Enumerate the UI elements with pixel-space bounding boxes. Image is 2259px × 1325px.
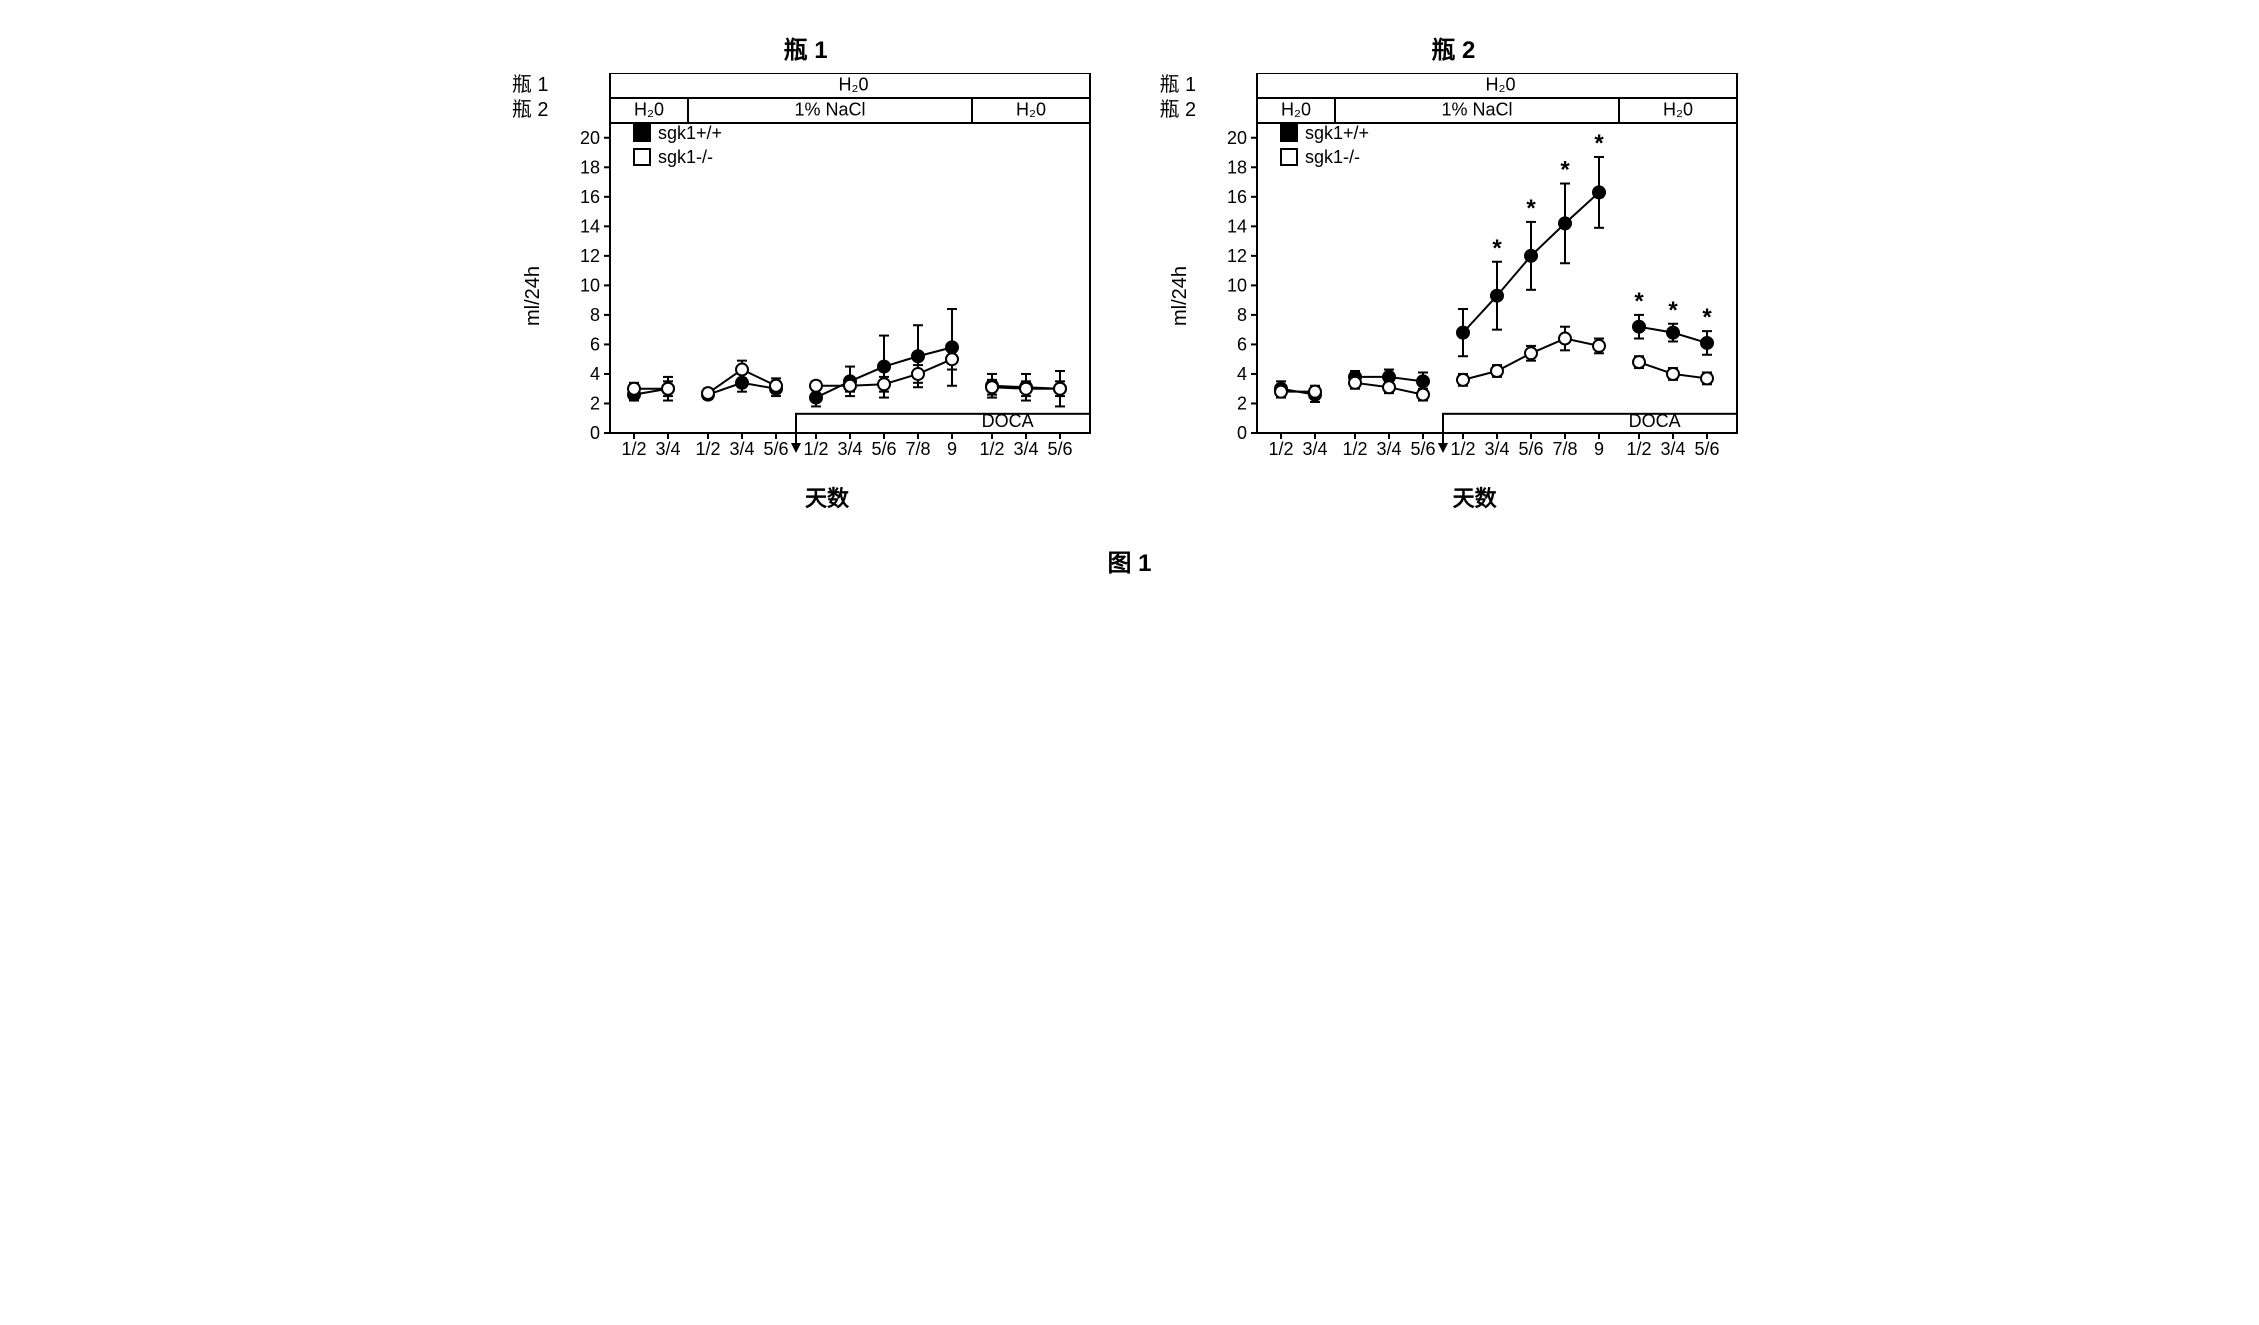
svg-text:5/6: 5/6 [1047, 439, 1072, 459]
svg-text:3/4: 3/4 [1013, 439, 1038, 459]
svg-text:1/2: 1/2 [1451, 439, 1476, 459]
svg-text:*: * [1493, 235, 1503, 262]
svg-text:3/4: 3/4 [655, 439, 680, 459]
svg-text:DOCA: DOCA [1629, 411, 1681, 431]
svg-text:16: 16 [579, 187, 599, 207]
svg-text:sgk1+/+: sgk1+/+ [658, 123, 722, 143]
svg-text:1/2: 1/2 [621, 439, 646, 459]
svg-text:1% NaCl: 1% NaCl [1442, 100, 1513, 120]
svg-text:sgk1-/-: sgk1-/- [1305, 147, 1360, 167]
panel-title: 瓶 1 [784, 30, 828, 65]
svg-text:18: 18 [579, 157, 599, 177]
svg-text:14: 14 [1227, 216, 1247, 236]
chart-svg: H₂0 H₂0 1% NaCl H₂0 0 2 4 6 8 10 12 14 16 18 20 1/2 3/4 1… [1202, 73, 1747, 477]
header-row-labels: 瓶 1 瓶 2 [512, 73, 555, 123]
svg-text:9: 9 [946, 439, 956, 459]
svg-text:5/6: 5/6 [1411, 439, 1436, 459]
x-axis-label: 天数 [555, 481, 1100, 513]
svg-text:7/8: 7/8 [1553, 439, 1578, 459]
ylabel-col: 瓶 1 瓶 2 ml/24h [1160, 73, 1203, 513]
svg-text:12: 12 [579, 246, 599, 266]
svg-text:sgk1-/-: sgk1-/- [658, 147, 713, 167]
svg-text:H₂0: H₂0 [1663, 100, 1693, 120]
svg-text:3/4: 3/4 [1485, 439, 1510, 459]
svg-text:0: 0 [1237, 423, 1247, 443]
svg-text:H₂0: H₂0 [838, 75, 868, 95]
svg-text:6: 6 [589, 334, 599, 354]
chart-wrap: 瓶 1 瓶 2 ml/24h H₂0 H₂0 1% NaCl H₂0 0 2 4 6 8 10 12… [1160, 73, 1748, 513]
chart-box: H₂0 H₂0 1% NaCl H₂0 0 2 4 6 8 10 12 14 16 18 20 1/2 3/4 1… [1202, 73, 1747, 513]
svg-text:5/6: 5/6 [763, 439, 788, 459]
svg-text:*: * [1703, 304, 1713, 331]
svg-text:3/4: 3/4 [1377, 439, 1402, 459]
svg-text:*: * [1635, 288, 1645, 315]
svg-text:H₂0: H₂0 [634, 100, 664, 120]
svg-text:8: 8 [1237, 305, 1247, 325]
panel-title: 瓶 2 [1431, 30, 1475, 65]
svg-text:14: 14 [579, 216, 599, 236]
svg-text:*: * [1561, 157, 1571, 184]
chart-svg: H₂0 H₂0 1% NaCl H₂0 0 2 4 6 8 10 12 14 16 18 20 1/2 3/4 1… [555, 73, 1100, 477]
svg-text:5/6: 5/6 [871, 439, 896, 459]
svg-text:12: 12 [1227, 246, 1247, 266]
svg-text:4: 4 [589, 364, 599, 384]
svg-text:3/4: 3/4 [1303, 439, 1328, 459]
svg-text:1/2: 1/2 [803, 439, 828, 459]
svg-text:sgk1+/+: sgk1+/+ [1305, 123, 1369, 143]
svg-text:*: * [1595, 130, 1605, 157]
svg-text:5/6: 5/6 [1519, 439, 1544, 459]
svg-text:3/4: 3/4 [729, 439, 754, 459]
svg-text:4: 4 [1237, 364, 1247, 384]
svg-text:2: 2 [1237, 393, 1247, 413]
svg-text:20: 20 [579, 128, 599, 148]
svg-text:1% NaCl: 1% NaCl [794, 100, 865, 120]
x-axis-label: 天数 [1202, 481, 1747, 513]
svg-text:7/8: 7/8 [905, 439, 930, 459]
svg-text:3/4: 3/4 [837, 439, 862, 459]
y-axis-label: ml/24h [522, 266, 545, 326]
svg-text:1/2: 1/2 [695, 439, 720, 459]
svg-text:*: * [1527, 195, 1537, 222]
svg-text:20: 20 [1227, 128, 1247, 148]
svg-text:*: * [1669, 297, 1679, 324]
svg-text:1/2: 1/2 [1269, 439, 1294, 459]
svg-text:5/6: 5/6 [1695, 439, 1720, 459]
svg-text:16: 16 [1227, 187, 1247, 207]
svg-text:6: 6 [1237, 334, 1247, 354]
svg-text:1/2: 1/2 [1343, 439, 1368, 459]
figure-container: 瓶 1 瓶 1 瓶 2 ml/24h H₂0 H₂0 1% NaCl H₂0 0 2 4 6 8… [30, 30, 2229, 513]
chart-box: H₂0 H₂0 1% NaCl H₂0 0 2 4 6 8 10 12 14 16 18 20 1/2 3/4 1… [555, 73, 1100, 513]
svg-text:18: 18 [1227, 157, 1247, 177]
y-axis-label: ml/24h [1169, 266, 1192, 326]
svg-text:H₂0: H₂0 [1486, 75, 1516, 95]
svg-text:10: 10 [1227, 275, 1247, 295]
svg-text:H₂0: H₂0 [1281, 100, 1311, 120]
svg-text:2: 2 [589, 393, 599, 413]
svg-text:8: 8 [589, 305, 599, 325]
chart-panel: 瓶 2 瓶 1 瓶 2 ml/24h H₂0 H₂0 1% NaCl H₂0 0 2 4 6 8… [1160, 30, 1748, 513]
svg-text:H₂0: H₂0 [1016, 100, 1046, 120]
svg-text:DOCA: DOCA [981, 411, 1033, 431]
svg-text:0: 0 [589, 423, 599, 443]
svg-text:1/2: 1/2 [1627, 439, 1652, 459]
chart-panel: 瓶 1 瓶 1 瓶 2 ml/24h H₂0 H₂0 1% NaCl H₂0 0 2 4 6 8… [512, 30, 1100, 513]
chart-wrap: 瓶 1 瓶 2 ml/24h H₂0 H₂0 1% NaCl H₂0 0 2 4 6 8 10 12… [512, 73, 1100, 513]
svg-text:1/2: 1/2 [979, 439, 1004, 459]
header-row-labels: 瓶 1 瓶 2 [1160, 73, 1203, 123]
svg-text:3/4: 3/4 [1661, 439, 1686, 459]
svg-text:10: 10 [579, 275, 599, 295]
figure-caption: 图 1 [30, 543, 2229, 578]
ylabel-col: 瓶 1 瓶 2 ml/24h [512, 73, 555, 513]
svg-text:9: 9 [1594, 439, 1604, 459]
